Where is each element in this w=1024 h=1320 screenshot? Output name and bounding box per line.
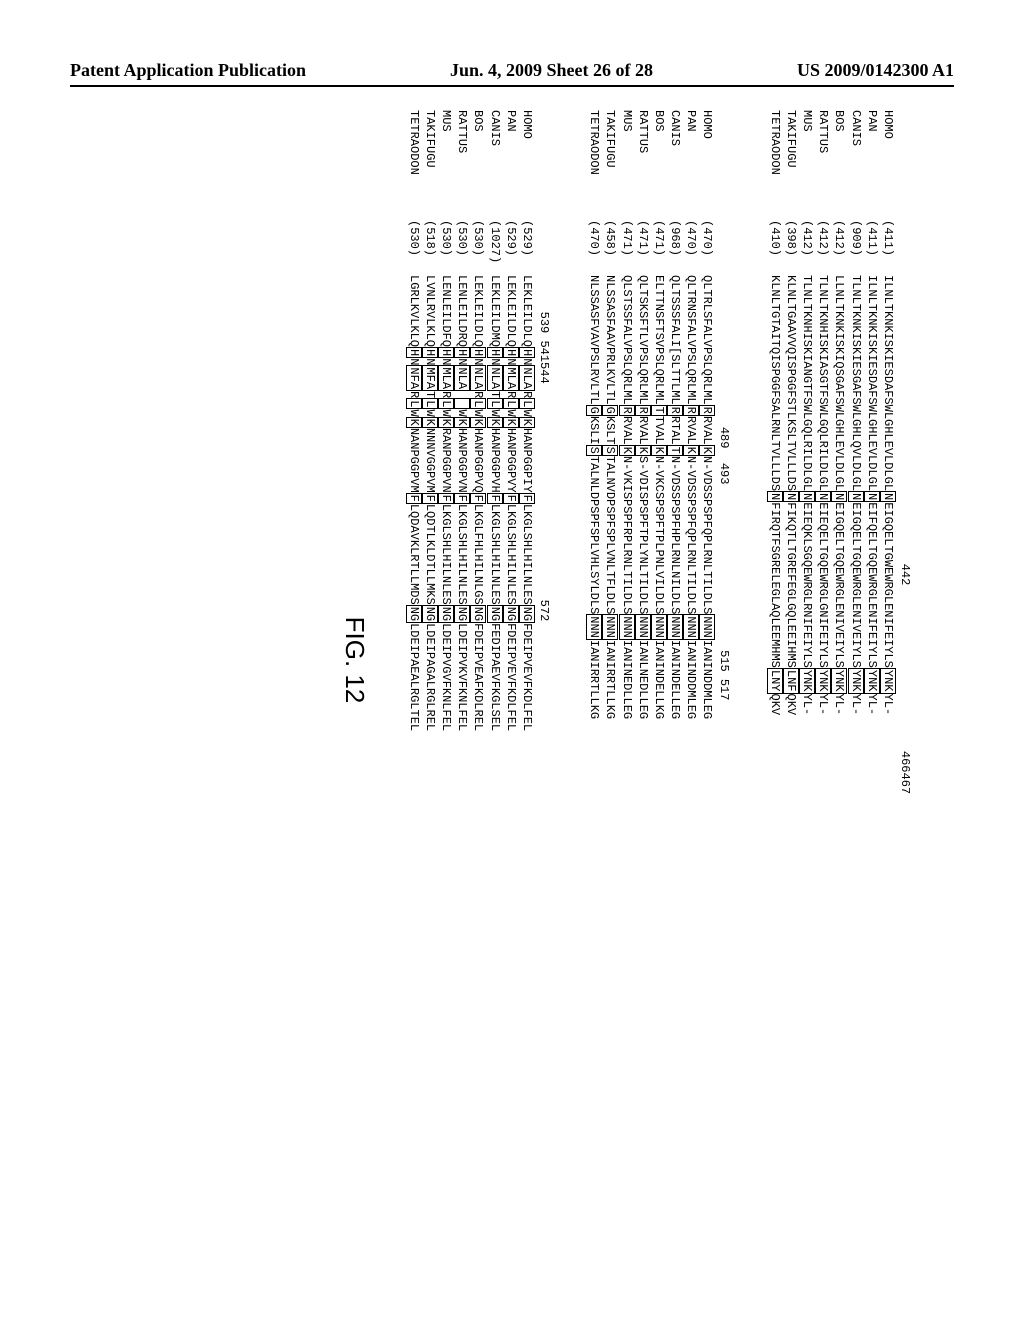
header-right: US 2009/0142300 A1 bbox=[797, 60, 954, 81]
header-left: Patent Application Publication bbox=[70, 60, 306, 81]
block1-markers: 442 466467 bbox=[898, 110, 912, 1210]
block3-markers: 539 541544 572 bbox=[537, 110, 551, 1210]
block2-markers: 489 493 515 517 bbox=[718, 110, 732, 1210]
figure-label: FIG. 12 bbox=[340, 110, 371, 1210]
alignment-block-2: HOMO (470) QLTRLSFALVPSLQRLMLRRVALKN-VDS… bbox=[586, 110, 716, 1210]
alignment-block-1: HOMO (411) ILNLTKNKISKIESDAFSWLGHLEVLDLG… bbox=[767, 110, 897, 1210]
alignment-block-3: HOMO (529) LEKLEILDLQHNNLARLWKHANPGGPIYF… bbox=[406, 110, 536, 1210]
header-center: Jun. 4, 2009 Sheet 26 of 28 bbox=[450, 60, 653, 81]
